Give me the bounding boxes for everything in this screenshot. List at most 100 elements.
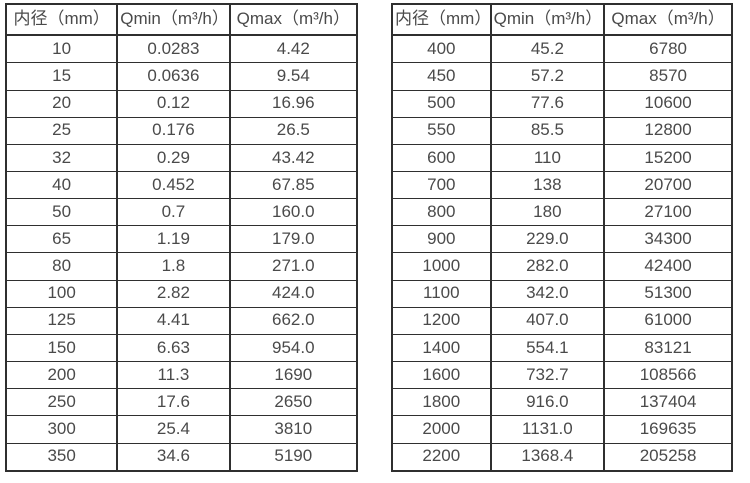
table-cell: 600 <box>391 143 492 172</box>
table-cell: 83121 <box>603 333 733 363</box>
table-cell: 1600 <box>391 361 492 390</box>
table-cell: 554.1 <box>489 333 606 363</box>
table-row: 2000 1131.0 169635 <box>391 415 733 444</box>
table-cell: 40 <box>4 170 119 200</box>
table-cell: 137404 <box>603 388 733 417</box>
table-cell: 5190 <box>228 442 359 472</box>
table-cell: 42400 <box>603 252 733 281</box>
table-cell: 8570 <box>603 62 733 91</box>
table-cell: 2.82 <box>116 279 231 308</box>
table-cell: 150 <box>4 333 119 363</box>
table-row: 450 57.2 8570 <box>391 62 733 91</box>
header-row: 内径（mm） Qmin（m³/h） Qmax（m³/h） <box>391 3 733 36</box>
table-row: 15 0.0636 9.54 <box>4 62 359 91</box>
table-body: 10 0.0283 4.42 15 0.0636 9.54 20 0.12 16.96 25 0.1… <box>4 34 359 472</box>
table-row: 250 17.6 2650 <box>4 388 359 417</box>
table-cell: 1400 <box>391 333 492 363</box>
table-cell: 27100 <box>603 198 733 227</box>
table-cell: 80 <box>4 252 119 281</box>
table-cell: 169635 <box>603 415 733 444</box>
table-cell: 125 <box>4 306 119 335</box>
table-row: 25 0.176 26.5 <box>4 116 359 145</box>
table-cell: 2000 <box>391 415 492 444</box>
table-cell: 300 <box>4 415 119 444</box>
table-cell: 400 <box>391 34 492 64</box>
table-row: 40 0.452 67.85 <box>4 170 359 200</box>
table-row: 1000 282.0 42400 <box>391 252 733 281</box>
table-cell: 12800 <box>603 116 733 145</box>
table-cell: 34.6 <box>116 442 231 472</box>
table-cell: 282.0 <box>489 252 606 281</box>
header-qmin: Qmin（m³/h） <box>489 3 606 36</box>
header-row: 内径（mm） Qmin（m³/h） Qmax（m³/h） <box>4 3 359 36</box>
table-row: 80 1.8 271.0 <box>4 252 359 281</box>
table-cell: 160.0 <box>228 198 359 227</box>
table-cell: 2650 <box>228 388 359 417</box>
table-row: 500 77.6 10600 <box>391 89 733 118</box>
table-cell: 0.12 <box>116 89 231 118</box>
table-cell: 450 <box>391 62 492 91</box>
table-cell: 916.0 <box>489 388 606 417</box>
table-row: 900 229.0 34300 <box>391 225 733 254</box>
table-cell: 800 <box>391 198 492 227</box>
table-row: 1200 407.0 61000 <box>391 306 733 335</box>
flow-rate-table-large-diameters: 内径（mm） Qmin（m³/h） Qmax（m³/h） 400 45.2 6780… <box>391 3 733 472</box>
table-cell: 407.0 <box>489 306 606 335</box>
table-cell: 179.0 <box>228 225 359 254</box>
table-cell: 51300 <box>603 279 733 308</box>
table-row: 2200 1368.4 205258 <box>391 442 733 472</box>
table-cell: 6.63 <box>116 333 231 363</box>
table-row: 600 110 15200 <box>391 143 733 172</box>
table-cell: 108566 <box>603 361 733 390</box>
table-row: 300 25.4 3810 <box>4 415 359 444</box>
table-row: 125 4.41 662.0 <box>4 306 359 335</box>
table-cell: 662.0 <box>228 306 359 335</box>
table-cell: 342.0 <box>489 279 606 308</box>
table-cell: 205258 <box>603 442 733 472</box>
table-cell: 57.2 <box>489 62 606 91</box>
table-row: 50 0.7 160.0 <box>4 198 359 227</box>
table-cell: 11.3 <box>116 361 231 390</box>
table-cell: 10 <box>4 34 119 64</box>
table-cell: 26.5 <box>228 116 359 145</box>
table-cell: 50 <box>4 198 119 227</box>
table-cell: 100 <box>4 279 119 308</box>
table-row: 1400 554.1 83121 <box>391 333 733 363</box>
table-cell: 550 <box>391 116 492 145</box>
table-cell: 138 <box>489 170 606 200</box>
header-qmax: Qmax（m³/h） <box>228 3 359 36</box>
table-cell: 250 <box>4 388 119 417</box>
table-row: 800 180 27100 <box>391 198 733 227</box>
table-cell: 9.54 <box>228 62 359 91</box>
table-row: 10 0.0283 4.42 <box>4 34 359 64</box>
table-cell: 732.7 <box>489 361 606 390</box>
header-diameter: 内径（mm） <box>4 3 119 36</box>
table-row: 20 0.12 16.96 <box>4 89 359 118</box>
table-cell: 4.42 <box>228 34 359 64</box>
table-cell: 424.0 <box>228 279 359 308</box>
flow-rate-table-small-diameters: 内径（mm） Qmin（m³/h） Qmax（m³/h） 10 0.0283 4.4… <box>4 3 359 472</box>
table-cell: 0.452 <box>116 170 231 200</box>
table-row: 1100 342.0 51300 <box>391 279 733 308</box>
table-cell: 17.6 <box>116 388 231 417</box>
table-cell: 1200 <box>391 306 492 335</box>
table-cell: 1.8 <box>116 252 231 281</box>
header-qmin: Qmin（m³/h） <box>116 3 231 36</box>
table-cell: 1000 <box>391 252 492 281</box>
table-cell: 700 <box>391 170 492 200</box>
table-row: 32 0.29 43.42 <box>4 143 359 172</box>
table-cell: 4.41 <box>116 306 231 335</box>
table-cell: 2200 <box>391 442 492 472</box>
table-cell: 85.5 <box>489 116 606 145</box>
table-cell: 1368.4 <box>489 442 606 472</box>
table-row: 1600 732.7 108566 <box>391 361 733 390</box>
table-row: 150 6.63 954.0 <box>4 333 359 363</box>
table-row: 1800 916.0 137404 <box>391 388 733 417</box>
table-row: 400 45.2 6780 <box>391 34 733 64</box>
table-cell: 1100 <box>391 279 492 308</box>
table-cell: 200 <box>4 361 119 390</box>
table-row: 700 138 20700 <box>391 170 733 200</box>
table-cell: 20700 <box>603 170 733 200</box>
table-cell: 15200 <box>603 143 733 172</box>
